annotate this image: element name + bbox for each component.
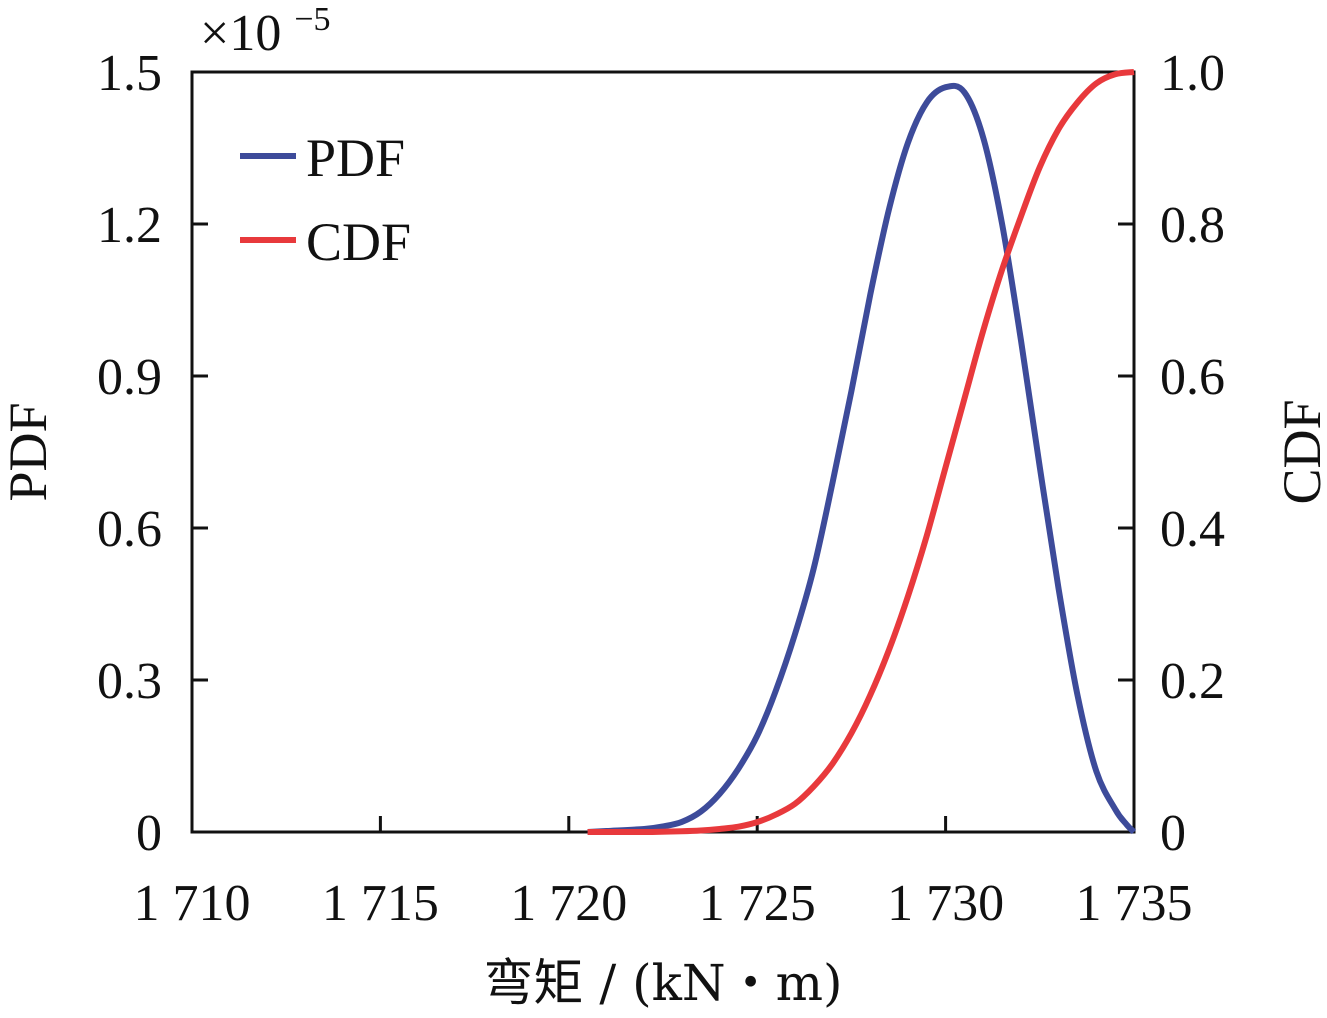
x-axis-title: 弯矩 / (kN・m) <box>483 954 842 1012</box>
y-left-tick-label: 0 <box>136 805 162 862</box>
y-right-axis: 0 0.2 0.4 0.6 0.8 1.0 <box>1118 45 1225 862</box>
series-line-pdf <box>587 82 1137 835</box>
y-left-multiplier-base: ×10 <box>200 5 281 62</box>
y-left-tick-label: 1.5 <box>97 45 162 102</box>
x-tick-label: 1 725 <box>699 875 816 932</box>
y-left-tick-label: 1.2 <box>97 197 162 254</box>
y-right-tick-label: 0.8 <box>1160 197 1225 254</box>
y-left-tick-label: 0.9 <box>97 349 162 406</box>
y-left-multiplier: ×10 −5 <box>200 1 331 62</box>
x-tick-label: 1 735 <box>1076 875 1193 932</box>
y-right-tick-label: 0 <box>1160 805 1186 862</box>
legend-label-cdf: CDF <box>306 212 411 272</box>
y-right-tick-label: 1.0 <box>1160 45 1225 102</box>
y-right-tick-label: 0.2 <box>1160 653 1225 710</box>
series-line-cdf <box>587 69 1135 836</box>
legend-label-pdf: PDF <box>306 128 405 188</box>
y-right-tick-label: 0.6 <box>1160 349 1225 406</box>
y-right-axis-title: CDF <box>1272 399 1327 504</box>
y-left-axis: 0 0.3 0.6 0.9 1.2 1.5 <box>97 45 208 862</box>
y-left-multiplier-exponent: −5 <box>294 1 330 38</box>
x-tick-label: 1 710 <box>134 875 251 932</box>
x-tick-label: 1 715 <box>322 875 439 932</box>
series-layer <box>587 69 1137 836</box>
y-left-tick-label: 0.3 <box>97 653 162 710</box>
x-tick-label: 1 730 <box>887 875 1004 932</box>
legend: PDF CDF <box>240 128 411 272</box>
y-left-axis-title: PDF <box>0 402 58 501</box>
x-axis: 1 710 1 715 1 720 1 725 1 730 1 735 <box>134 816 1193 932</box>
y-right-tick-label: 0.4 <box>1160 501 1225 558</box>
x-tick-label: 1 720 <box>510 875 627 932</box>
y-left-tick-label: 0.6 <box>97 501 162 558</box>
